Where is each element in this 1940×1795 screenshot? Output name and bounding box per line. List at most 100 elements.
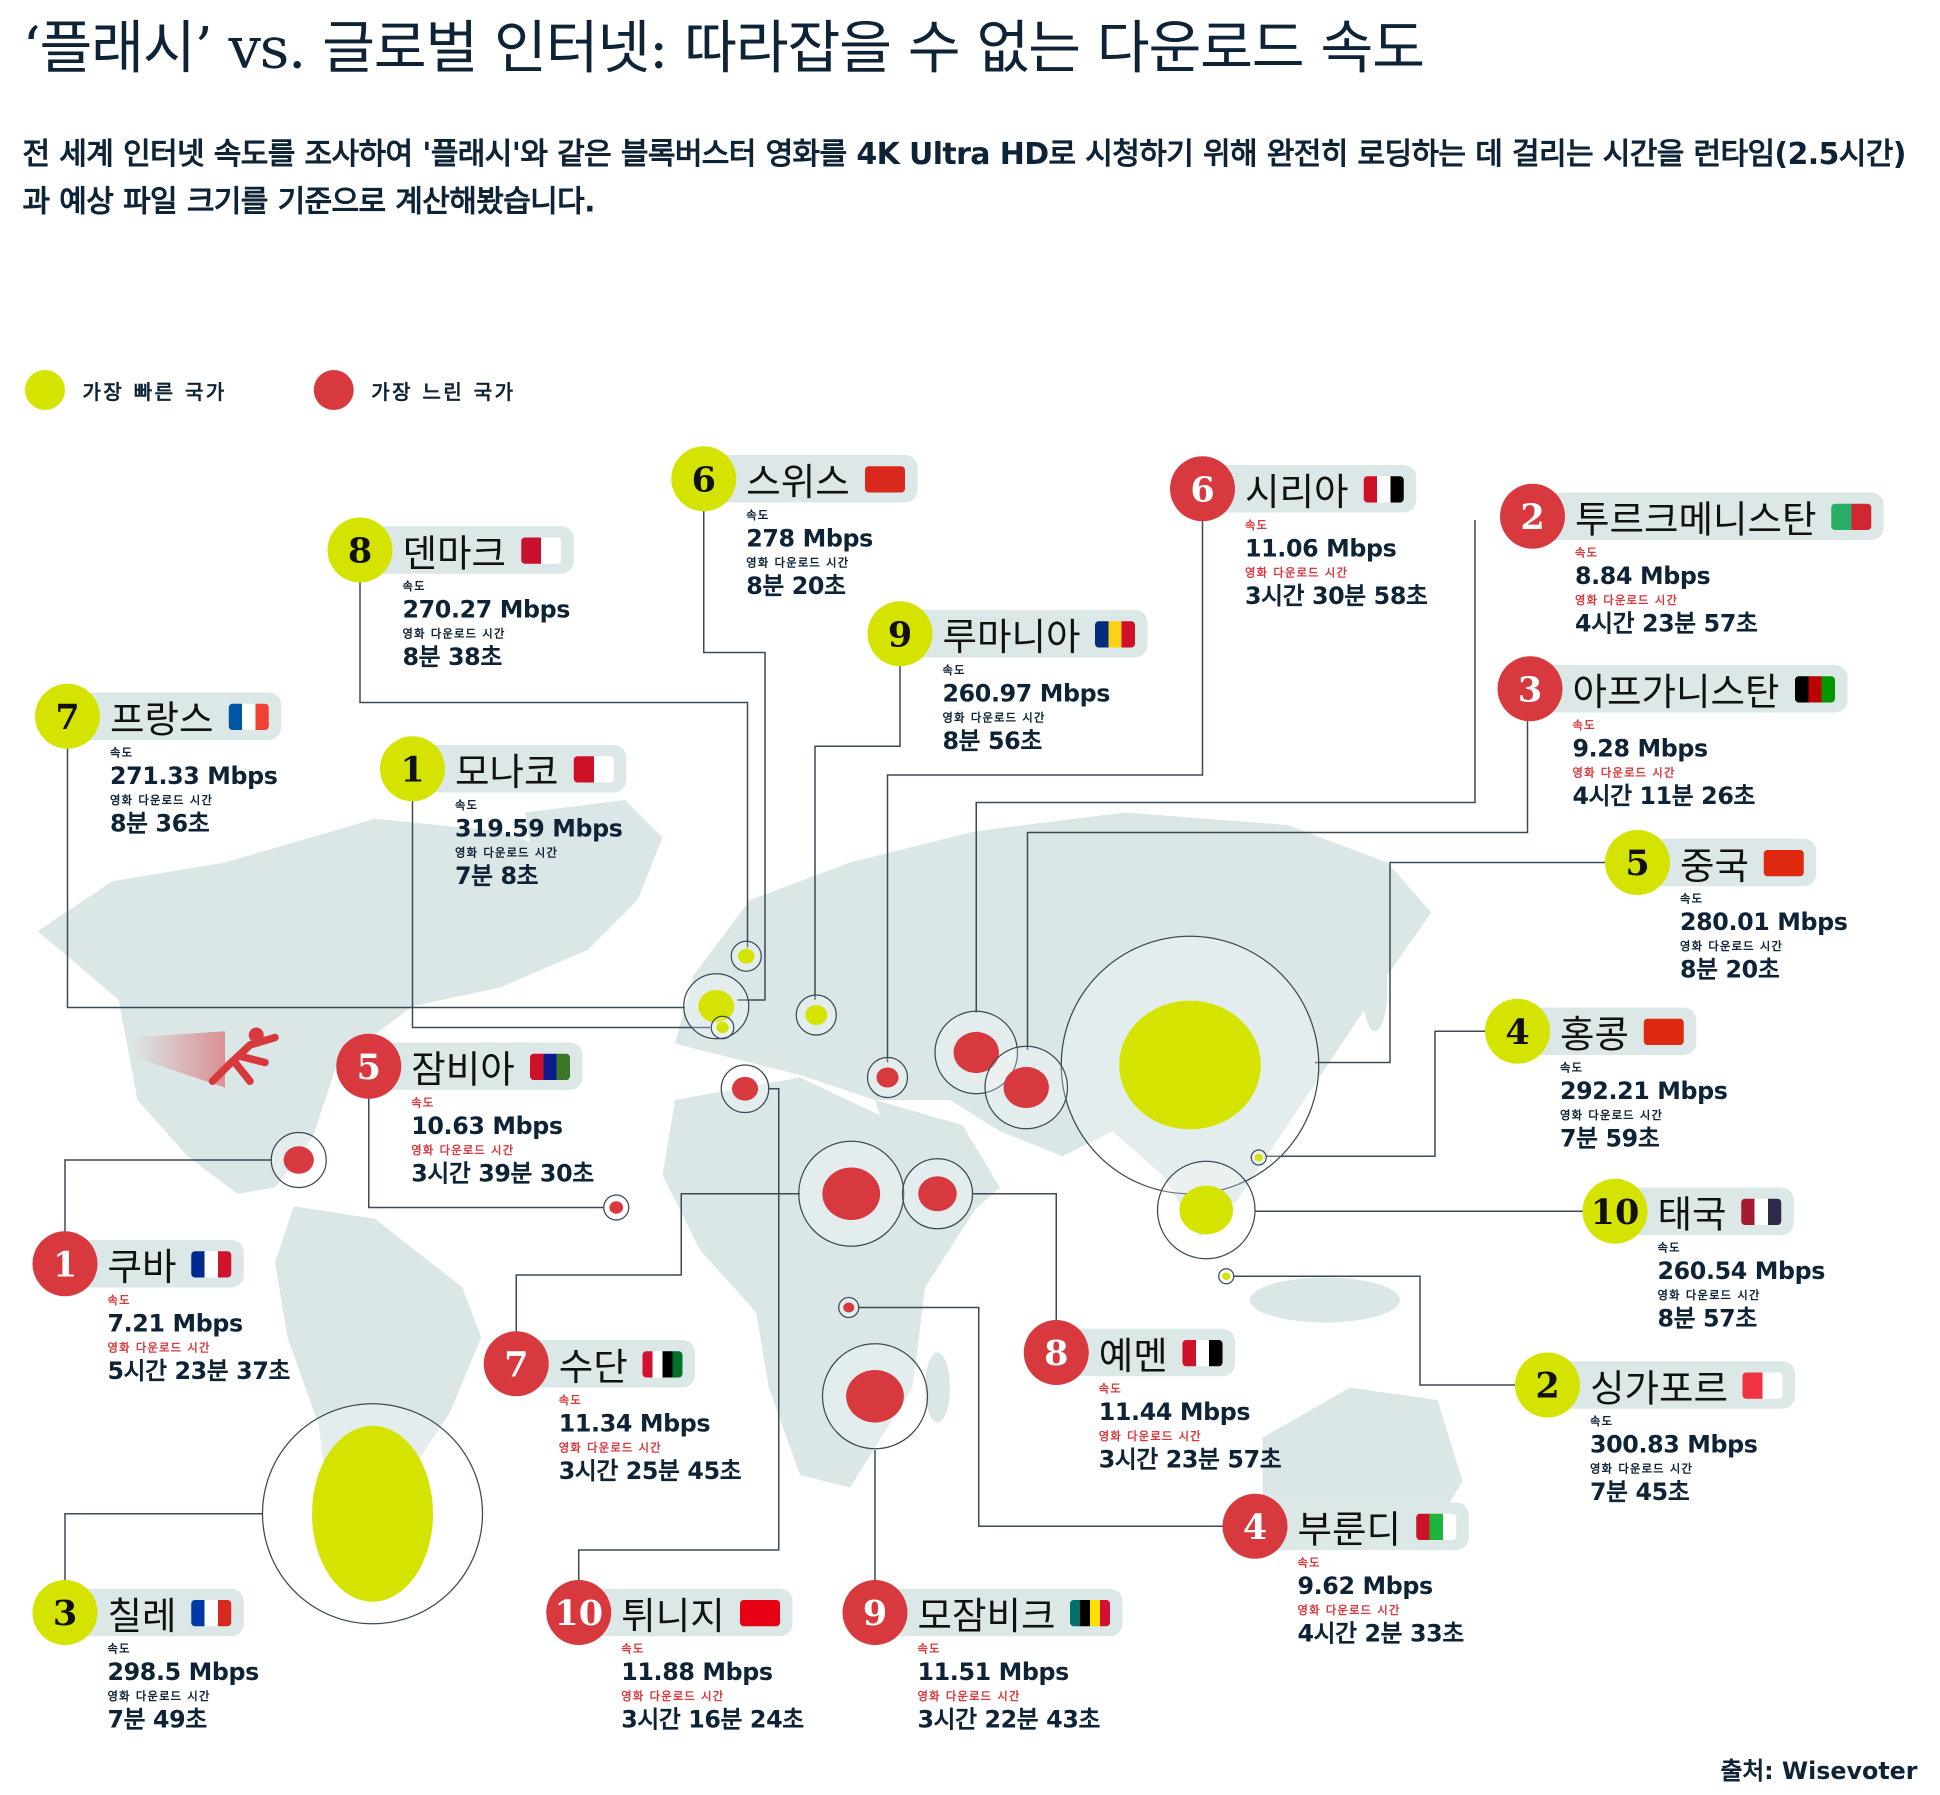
highlighted-country-shape [953, 1031, 999, 1074]
country-label: 아프가니스탄 [1530, 665, 1848, 715]
speed-label: 속도 [107, 1295, 131, 1308]
highlighted-country-shape [843, 1302, 855, 1313]
download-time-label: 영화 다운로드 시간 [621, 1691, 725, 1704]
download-time-value: 7분 49초 [107, 1706, 208, 1734]
rank-badge: 9 [842, 1580, 908, 1645]
rank-badge: 2 [1500, 483, 1565, 549]
download-time-value: 3시간 16분 24초 [621, 1706, 804, 1734]
country-label: 덴마크 [360, 526, 574, 576]
legend-fast: 가장 빠른 국가 [25, 370, 227, 410]
country-stats: 속도 8.84 Mbps 영화 다운로드 시간 4시간 23분 57초 [1575, 546, 1758, 641]
country-label: 시리아 [1202, 465, 1417, 515]
country-label: 투르크메니스탄 [1532, 492, 1885, 543]
speed-label: 속도 [746, 510, 770, 523]
speed-value: 10.63 Mbps [411, 1112, 563, 1141]
speed-value: 278 Mbps [746, 525, 873, 553]
download-time-value: 3시간 39분 30초 [411, 1160, 594, 1188]
download-time-label: 영화 다운로드 시간 [1560, 1110, 1664, 1123]
sprinter-icon [131, 1027, 279, 1088]
speed-value: 280.01 Mbps [1680, 908, 1848, 937]
source-credit: 출처: Wisevoter [1720, 1757, 1918, 1786]
speed-value: 260.54 Mbps [1657, 1257, 1826, 1286]
highlighted-country-shape [846, 1370, 904, 1423]
greenland [525, 800, 663, 932]
download-time-value: 8분 20초 [1680, 956, 1780, 984]
highlighted-country-shape [1254, 1153, 1263, 1162]
speed-value: 9.62 Mbps [1297, 1572, 1434, 1601]
speed-value: 7.21 Mbps [107, 1310, 244, 1338]
country-name: 모잠비크 [917, 1595, 1056, 1639]
download-time-value: 4시간 11분 26초 [1572, 782, 1756, 811]
speed-label: 속도 [942, 665, 966, 678]
rank-badge: 3 [32, 1580, 98, 1645]
speed-label: 속도 [621, 1643, 645, 1657]
speed-label: 속도 [402, 581, 426, 594]
download-time-label: 영화 다운로드 시간 [1680, 941, 1784, 954]
country-name: 시리아 [1245, 471, 1349, 515]
speed-label: 속도 [1297, 1557, 1321, 1571]
speed-label: 속도 [558, 1395, 582, 1408]
flag-icon [191, 1599, 232, 1626]
rank-badge: 5 [336, 1033, 402, 1099]
legend-slow-label: 가장 느린 국가 [371, 380, 516, 404]
highlighted-country-shape [1222, 1272, 1231, 1280]
speed-label: 속도 [455, 800, 479, 813]
country-name: 아프가니스탄 [1572, 671, 1780, 715]
page-subtitle: 전 세계 인터넷 속도를 조사하여 '플래시'와 같은 블록버스터 영화를 4K… [22, 136, 1907, 219]
flag-icon [1182, 1339, 1223, 1366]
legend-fast-dot [25, 370, 65, 410]
speed-value: 8.84 Mbps [1575, 562, 1711, 591]
flag-icon [1644, 1018, 1685, 1045]
download-time-label: 영화 다운로드 시간 [1575, 595, 1679, 608]
connector-lines [64, 510, 1610, 1582]
rank-badge: 10 [1582, 1178, 1648, 1244]
speed-label: 속도 [1560, 1062, 1584, 1076]
legend-slow-dot [313, 370, 354, 410]
highlighted-country-shape [1119, 1000, 1261, 1130]
download-time-value: 3시간 30분 58초 [1245, 582, 1428, 611]
rank-badge: 8 [327, 517, 393, 583]
country-label: 부룬디 [1255, 1502, 1469, 1553]
flag-icon [1416, 1513, 1457, 1540]
country-stats: 속도 278 Mbps 영화 다운로드 시간 8분 20초 [746, 509, 873, 604]
highlighted-country-shape [822, 1167, 881, 1220]
flag-icon [1741, 1198, 1782, 1225]
country-label: 튀니지 [578, 1588, 793, 1639]
country-name: 중국 [1680, 845, 1750, 889]
country-name: 쿠바 [107, 1246, 177, 1290]
flag-icon [228, 703, 269, 730]
country-name: 프랑스 [110, 698, 214, 743]
rank-badge: 5 [1605, 830, 1670, 895]
flag-icon [1743, 1371, 1784, 1399]
highlighted-country-shape [1003, 1066, 1049, 1109]
download-time-value: 8분 57초 [1657, 1305, 1758, 1333]
speed-value: 9.28 Mbps [1572, 735, 1709, 763]
speed-value: 298.5 Mbps [107, 1658, 260, 1687]
south-america [275, 1206, 482, 1600]
flag-icon [1095, 620, 1136, 647]
download-time-value: 5시간 23분 37초 [107, 1357, 291, 1386]
country-name: 튀니지 [621, 1595, 725, 1639]
download-time-label: 영화 다운로드 시간 [1590, 1463, 1694, 1477]
madagascar [925, 1352, 950, 1423]
highlighted-country-shape [731, 1076, 759, 1101]
flag-icon [739, 1599, 780, 1626]
flag-icon [864, 465, 905, 492]
speed-label: 속도 [411, 1097, 435, 1111]
islands [1250, 1277, 1400, 1323]
speed-value: 11.06 Mbps [1245, 535, 1397, 563]
country-stats: 속도 260.97 Mbps 영화 다운로드 시간 8분 56초 [943, 664, 1111, 759]
speed-value: 271.33 Mbps [110, 762, 278, 791]
country-stats: 속도 319.59 Mbps 영화 다운로드 시간 7분 8초 [455, 799, 623, 894]
rank-badge: 10 [546, 1580, 612, 1645]
rank-badge: 4 [1485, 998, 1550, 1064]
speed-value: 11.51 Mbps [917, 1658, 1070, 1687]
flag-icon [1764, 849, 1805, 876]
speed-value: 260.97 Mbps [942, 680, 1111, 708]
download-time-label: 영화 다운로드 시간 [1245, 567, 1349, 581]
download-time-label: 영화 다운로드 시간 [110, 795, 214, 808]
flag-icon [1831, 503, 1872, 530]
speed-value: 292.21 Mbps [1560, 1077, 1728, 1106]
country-name: 홍콩 [1560, 1013, 1630, 1058]
country-stats: 속도 11.88 Mbps 영화 다운로드 시간 3시간 16분 24초 [621, 1643, 804, 1738]
